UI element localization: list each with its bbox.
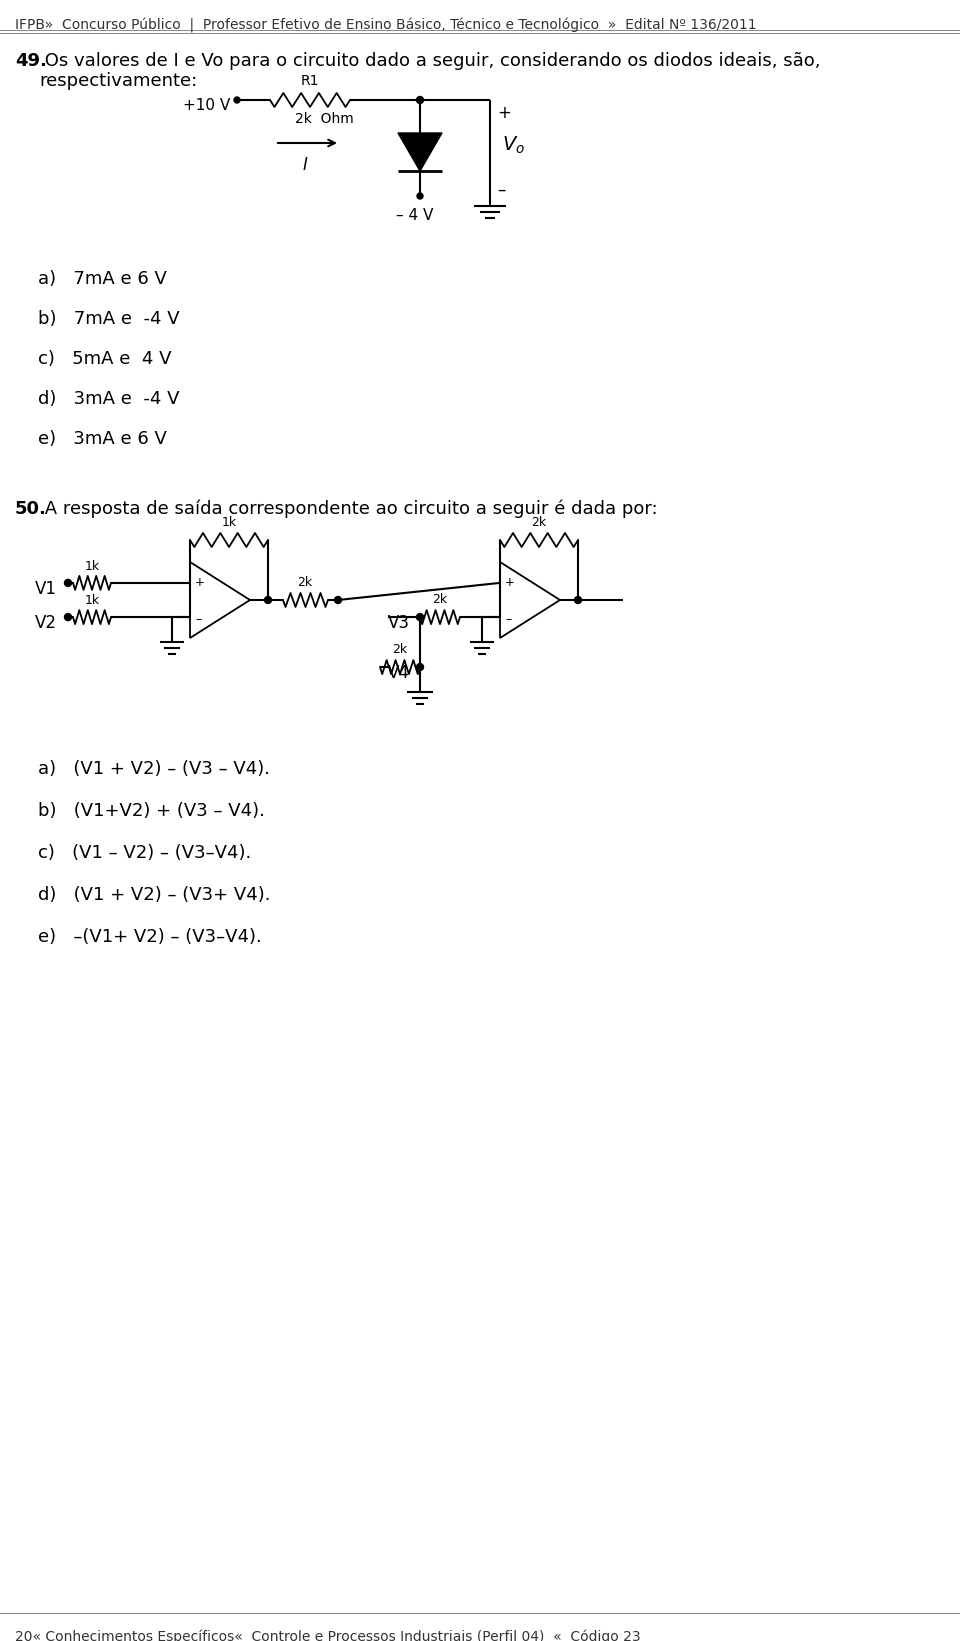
Circle shape [64,614,71,620]
Text: 20« Conhecimentos Específicos«  Controle e Processos Industriais (Perfil 04)  « : 20« Conhecimentos Específicos« Controle … [15,1630,640,1641]
Text: 2k: 2k [393,643,408,656]
Text: 1k: 1k [84,560,100,573]
Text: Os valores de I e Vo para o circuito dado a seguir, considerando os diodos ideai: Os valores de I e Vo para o circuito dad… [39,53,821,71]
Text: 2k: 2k [532,515,546,528]
Text: d)   (V1 + V2) – (V3+ V4).: d) (V1 + V2) – (V3+ V4). [38,886,271,904]
Circle shape [64,579,71,586]
Polygon shape [398,133,442,171]
Text: 2k: 2k [432,592,447,606]
Text: 2k: 2k [298,576,313,589]
Circle shape [574,596,582,604]
Circle shape [417,614,423,620]
Circle shape [417,97,423,103]
Text: IFPB»  Concurso Público  |  Professor Efetivo de Ensino Básico, Técnico e Tecnol: IFPB» Concurso Público | Professor Efeti… [15,18,756,33]
Text: b)   7mA e  -4 V: b) 7mA e -4 V [38,310,180,328]
Text: –: – [195,612,202,625]
Text: respectivamente:: respectivamente: [39,72,197,90]
Text: b)   (V1+V2) + (V3 – V4).: b) (V1+V2) + (V3 – V4). [38,802,265,820]
Text: 2k  Ohm: 2k Ohm [295,112,353,126]
Text: d)   3mA e  -4 V: d) 3mA e -4 V [38,391,180,409]
Text: e)   3mA e 6 V: e) 3mA e 6 V [38,430,167,448]
Text: V4: V4 [388,665,410,683]
Text: +: + [497,103,511,121]
Text: 1k: 1k [84,594,100,607]
Text: 49.: 49. [15,53,47,71]
Text: c)   5mA e  4 V: c) 5mA e 4 V [38,350,172,368]
Text: a)   7mA e 6 V: a) 7mA e 6 V [38,271,167,289]
Text: a)   (V1 + V2) – (V3 – V4).: a) (V1 + V2) – (V3 – V4). [38,760,270,778]
Text: V3: V3 [388,614,410,632]
Text: 1k: 1k [222,515,236,528]
Text: – 4 V: – 4 V [396,208,434,223]
Circle shape [234,97,240,103]
Text: 50.: 50. [15,501,47,519]
Text: I: I [302,156,307,174]
Circle shape [417,194,423,199]
Text: +: + [505,576,515,589]
Text: A resposta de saída correspondente ao circuito a seguir é dada por:: A resposta de saída correspondente ao ci… [39,501,658,519]
Circle shape [334,596,342,604]
Text: V2: V2 [35,614,57,632]
Text: R1: R1 [300,74,320,89]
Circle shape [265,596,272,604]
Text: –: – [497,181,505,199]
Text: c)   (V1 – V2) – (V3–V4).: c) (V1 – V2) – (V3–V4). [38,843,252,862]
Text: –: – [505,612,512,625]
Text: +: + [195,576,204,589]
Text: V1: V1 [35,579,57,597]
Text: e)   –(V1+ V2) – (V3–V4).: e) –(V1+ V2) – (V3–V4). [38,929,262,945]
Text: +10 V: +10 V [182,98,230,113]
Text: $V_o$: $V_o$ [502,135,525,156]
Circle shape [417,663,423,671]
